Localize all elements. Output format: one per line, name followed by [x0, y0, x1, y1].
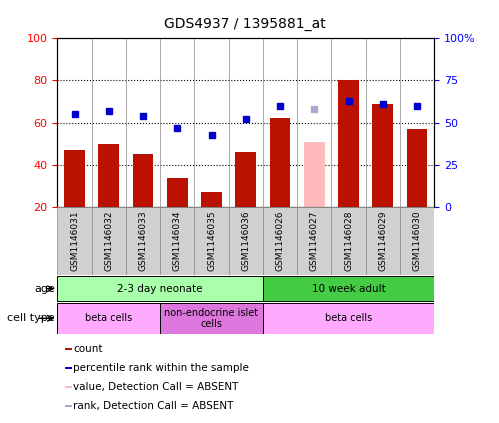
Text: GSM1146028: GSM1146028 [344, 211, 353, 271]
Bar [366, 207, 400, 275]
Text: GSM1146034: GSM1146034 [173, 211, 182, 271]
Text: percentile rank within the sample: percentile rank within the sample [73, 363, 250, 373]
Bar [263, 276, 434, 301]
Bar [57, 276, 263, 301]
Text: GSM1146032: GSM1146032 [104, 211, 113, 271]
Bar [263, 207, 297, 275]
Text: GSM1146026: GSM1146026 [275, 211, 284, 271]
Bar [65, 348, 71, 350]
Bar [400, 207, 434, 275]
Bar [263, 303, 434, 333]
Bar [297, 207, 331, 275]
Text: rank, Detection Call = ABSENT: rank, Detection Call = ABSENT [73, 401, 234, 411]
Bar [65, 405, 71, 407]
Bar [160, 303, 263, 333]
Text: 2-3 day neonate: 2-3 day neonate [117, 284, 203, 294]
Text: beta cells: beta cells [85, 313, 132, 323]
Bar [65, 367, 71, 369]
Bar [92, 207, 126, 275]
Bar [236, 152, 256, 207]
Text: beta cells: beta cells [325, 313, 372, 323]
Text: GDS4937 / 1395881_at: GDS4937 / 1395881_at [164, 17, 325, 31]
Text: GSM1146031: GSM1146031 [70, 211, 79, 271]
Bar [195, 207, 229, 275]
Bar [270, 118, 290, 207]
Bar [65, 386, 71, 387]
Text: count: count [73, 344, 103, 354]
Bar [126, 207, 160, 275]
Bar [98, 144, 119, 207]
Bar [372, 104, 393, 207]
Bar [201, 192, 222, 207]
Text: value, Detection Call = ABSENT: value, Detection Call = ABSENT [73, 382, 239, 392]
Text: GSM1146030: GSM1146030 [413, 211, 422, 271]
Bar [160, 207, 195, 275]
Text: non-endocrine islet
cells: non-endocrine islet cells [165, 308, 258, 329]
Text: GSM1146036: GSM1146036 [241, 211, 250, 271]
Bar [331, 207, 366, 275]
Text: GSM1146035: GSM1146035 [207, 211, 216, 271]
Bar [167, 178, 188, 207]
Bar [64, 150, 85, 207]
Text: age: age [34, 284, 55, 294]
Bar [57, 303, 160, 333]
Bar [407, 129, 427, 207]
Bar [133, 154, 153, 207]
Bar [229, 207, 263, 275]
Text: GSM1146029: GSM1146029 [378, 211, 387, 271]
Text: 10 week adult: 10 week adult [312, 284, 385, 294]
Bar [304, 142, 324, 207]
Bar [57, 207, 92, 275]
Bar [338, 80, 359, 207]
Text: GSM1146027: GSM1146027 [310, 211, 319, 271]
Text: GSM1146033: GSM1146033 [139, 211, 148, 271]
Text: cell type: cell type [7, 313, 55, 323]
